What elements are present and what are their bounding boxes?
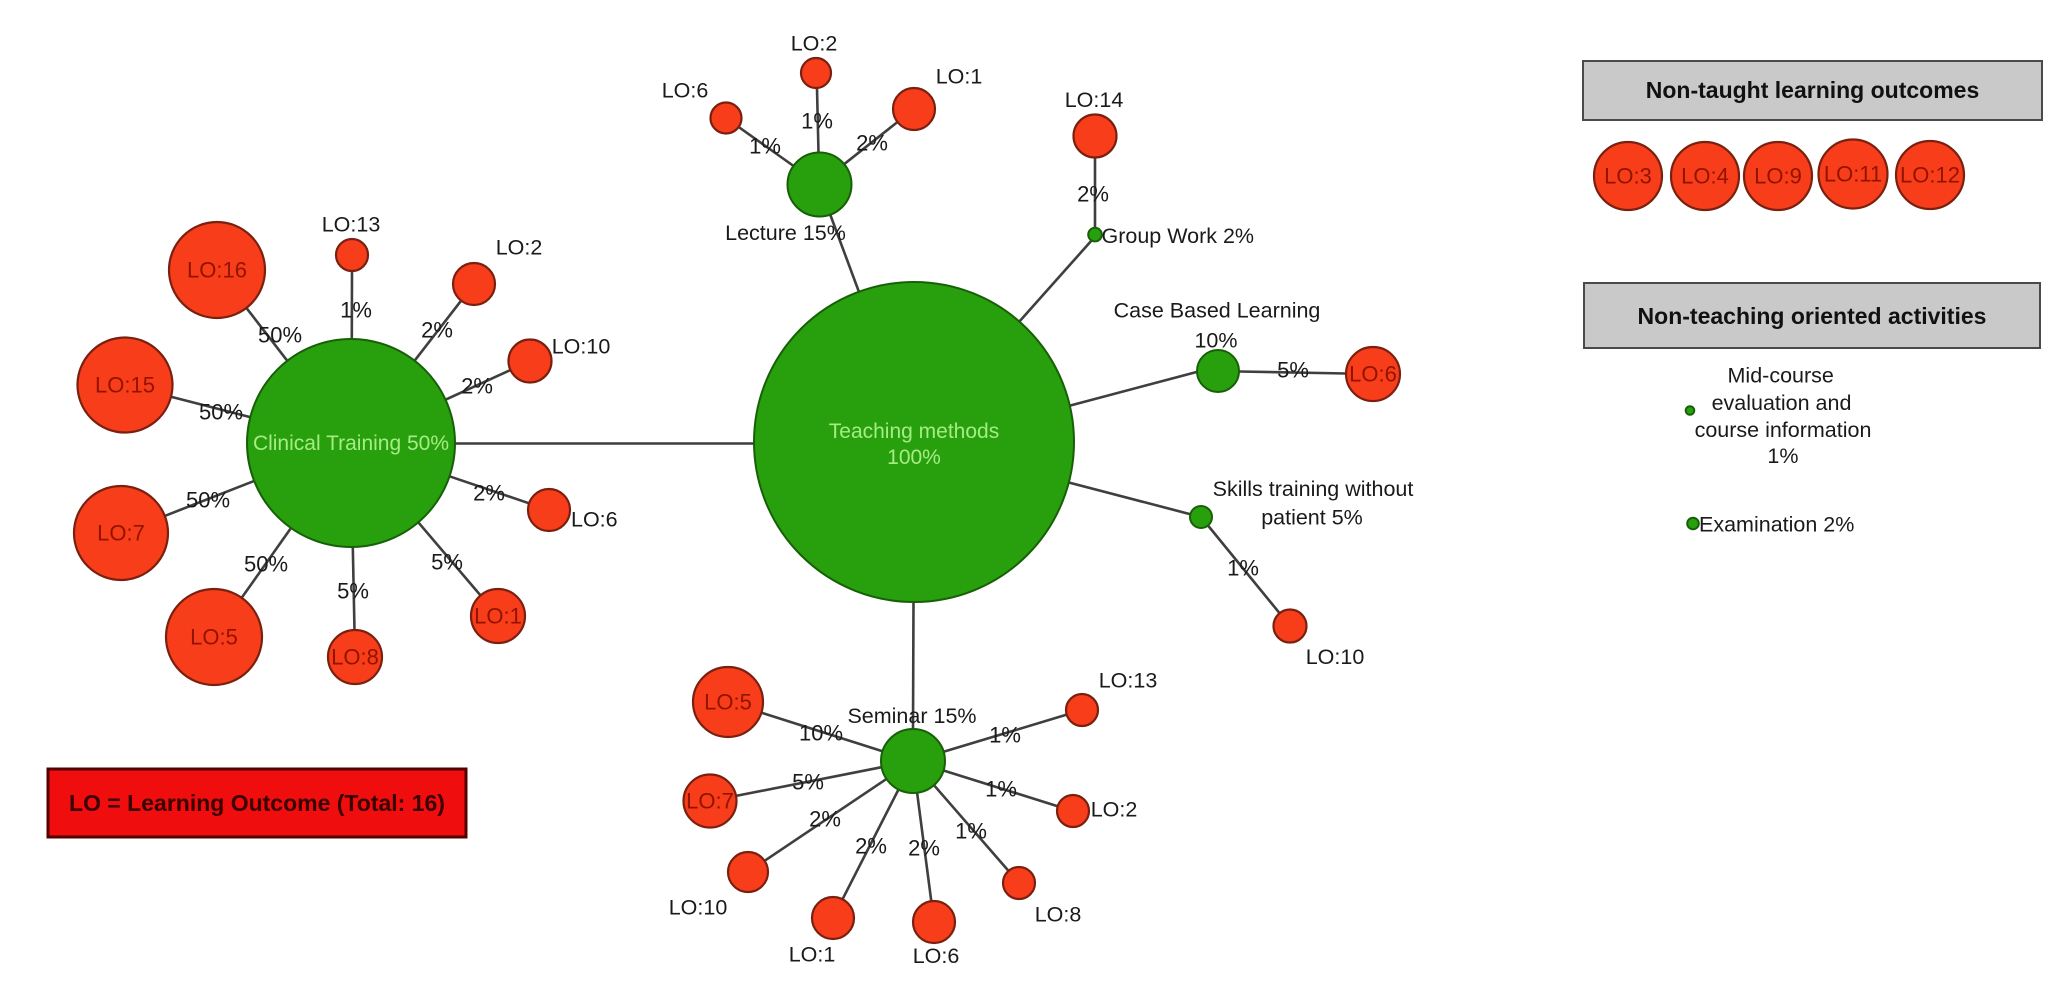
- svg-text:2%: 2%: [421, 318, 453, 343]
- svg-text:Group Work 2%: Group Work 2%: [1102, 224, 1255, 248]
- svg-text:2%: 2%: [809, 807, 841, 832]
- svg-text:Case Based Learning: Case Based Learning: [1114, 299, 1321, 323]
- svg-text:5%: 5%: [337, 579, 369, 604]
- svg-text:LO:6: LO:6: [662, 79, 709, 103]
- svg-text:50%: 50%: [258, 323, 302, 348]
- svg-text:Skills training without: Skills training without: [1213, 477, 1414, 501]
- svg-text:1%: 1%: [1227, 556, 1259, 581]
- svg-text:Clinical Training 50%: Clinical Training 50%: [253, 432, 449, 455]
- svg-text:LO:11: LO:11: [1824, 162, 1882, 187]
- svg-text:LO = Learning Outcome (Total:: LO = Learning Outcome (Total: 16): [69, 790, 445, 816]
- svg-text:LO:2: LO:2: [496, 236, 543, 260]
- svg-text:course information: course information: [1695, 418, 1872, 442]
- svg-text:LO:10: LO:10: [669, 896, 728, 920]
- svg-text:1%: 1%: [801, 109, 833, 134]
- svg-text:100%: 100%: [887, 446, 941, 469]
- svg-text:10%: 10%: [1194, 329, 1237, 353]
- svg-text:5%: 5%: [431, 550, 463, 575]
- svg-text:1%: 1%: [340, 298, 372, 323]
- svg-text:LO:12: LO:12: [1900, 163, 1960, 188]
- svg-text:LO:13: LO:13: [322, 213, 381, 237]
- svg-text:LO:8: LO:8: [1035, 903, 1082, 927]
- svg-text:LO:7: LO:7: [686, 789, 734, 814]
- svg-text:50%: 50%: [199, 400, 243, 425]
- svg-text:LO:13: LO:13: [1099, 669, 1158, 693]
- svg-text:Examination 2%: Examination 2%: [1699, 513, 1854, 537]
- svg-text:LO:15: LO:15: [95, 373, 155, 398]
- svg-text:LO:6: LO:6: [913, 944, 960, 968]
- svg-text:Teaching methods: Teaching methods: [829, 420, 999, 443]
- svg-text:10%: 10%: [799, 721, 843, 746]
- svg-text:1%: 1%: [749, 134, 781, 159]
- svg-text:LO:7: LO:7: [97, 521, 145, 546]
- svg-text:1%: 1%: [955, 819, 987, 844]
- svg-text:LO:4: LO:4: [1681, 164, 1729, 189]
- svg-text:2%: 2%: [908, 836, 940, 861]
- svg-text:2%: 2%: [461, 374, 493, 399]
- svg-text:LO:1: LO:1: [936, 65, 983, 89]
- svg-text:Non-teaching oriented activiti: Non-teaching oriented activities: [1638, 303, 1987, 329]
- svg-text:5%: 5%: [792, 770, 824, 795]
- svg-text:LO:10: LO:10: [552, 335, 611, 359]
- svg-text:5%: 5%: [1277, 358, 1309, 383]
- svg-text:Seminar 15%: Seminar 15%: [847, 704, 976, 728]
- svg-text:2%: 2%: [473, 481, 505, 506]
- svg-text:patient 5%: patient 5%: [1261, 506, 1363, 530]
- svg-text:LO:14: LO:14: [1065, 88, 1124, 112]
- svg-text:LO:6: LO:6: [571, 508, 618, 532]
- svg-text:LO:8: LO:8: [331, 645, 379, 670]
- svg-text:LO:10: LO:10: [1306, 645, 1365, 669]
- svg-text:LO:2: LO:2: [1091, 798, 1138, 822]
- svg-text:2%: 2%: [1077, 182, 1109, 207]
- svg-text:1%: 1%: [989, 723, 1021, 748]
- svg-text:Lecture 15%: Lecture 15%: [725, 221, 846, 245]
- svg-text:LO:1: LO:1: [789, 943, 836, 967]
- svg-text:Non-taught learning outcomes: Non-taught learning outcomes: [1646, 77, 1980, 103]
- svg-text:LO:5: LO:5: [704, 690, 752, 715]
- svg-text:LO:3: LO:3: [1604, 164, 1652, 189]
- svg-text:LO:1: LO:1: [474, 604, 522, 629]
- svg-text:LO:5: LO:5: [190, 625, 238, 650]
- svg-text:50%: 50%: [244, 552, 288, 577]
- svg-text:Mid-course: Mid-course: [1728, 364, 1834, 388]
- svg-text:evaluation and: evaluation and: [1712, 391, 1852, 415]
- svg-text:LO:16: LO:16: [187, 258, 247, 283]
- svg-text:LO:9: LO:9: [1754, 164, 1802, 189]
- svg-text:1%: 1%: [985, 777, 1017, 802]
- svg-text:LO:6: LO:6: [1349, 362, 1397, 387]
- svg-text:1%: 1%: [1767, 444, 1798, 468]
- svg-text:50%: 50%: [186, 488, 230, 513]
- svg-text:LO:2: LO:2: [791, 32, 838, 56]
- svg-text:2%: 2%: [855, 834, 887, 859]
- svg-text:2%: 2%: [856, 131, 888, 156]
